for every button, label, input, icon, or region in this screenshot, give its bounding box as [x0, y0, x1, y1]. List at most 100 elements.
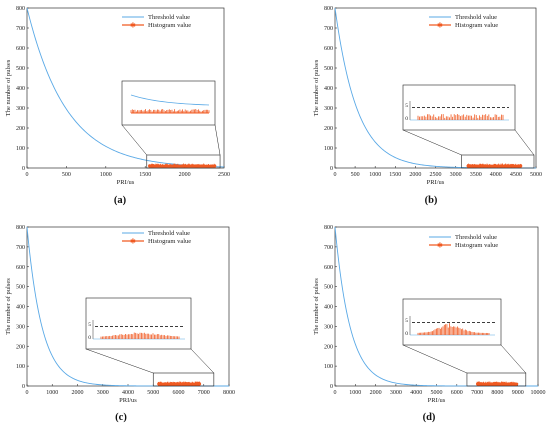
- x-tick-label: 2000: [179, 172, 191, 178]
- y-tick-label: 700: [324, 245, 333, 251]
- y-tick-label: 100: [16, 364, 25, 370]
- x-tick-label: 7000: [198, 390, 210, 396]
- y-tick-label: 0: [22, 384, 25, 390]
- x-tick-label: 6000: [451, 390, 463, 396]
- x-tick-label: 2500: [218, 172, 230, 178]
- legend-marker-histogram: ✱: [130, 238, 136, 246]
- x-tick-label: 5000: [147, 390, 159, 396]
- x-tick-label: 1500: [139, 172, 151, 178]
- y-tick-label: 0: [330, 166, 333, 172]
- y-tick-label: 600: [324, 46, 333, 52]
- histogram-point: [213, 164, 217, 168]
- y-tick-label: 700: [16, 245, 25, 251]
- x-tick-label: 5000: [530, 172, 542, 178]
- chart-panel-1: 0 500 1000 1500 2000 2500 0 100 200 300 400 500 600 7…: [5, 6, 230, 206]
- panel-label: (a): [114, 195, 127, 206]
- inset-y-tick-label: 0: [88, 335, 91, 341]
- y-tick-label: 800: [16, 6, 25, 12]
- panel-label: (d): [423, 412, 436, 423]
- y-tick-label: 400: [16, 86, 25, 92]
- x-tick-label: 1000: [369, 172, 381, 178]
- legend-marker-histogram: ✱: [437, 22, 443, 30]
- x-tick-label: 4500: [510, 172, 522, 178]
- y-tick-label: 200: [16, 344, 25, 350]
- y-tick-label: 400: [324, 86, 333, 92]
- y-tick-label: 300: [16, 106, 25, 112]
- x-tick-label: 500: [62, 172, 71, 178]
- y-tick-label: 700: [16, 26, 25, 32]
- x-tick-label: 9000: [512, 390, 524, 396]
- y-tick-label: 800: [324, 6, 333, 12]
- inset-threshold-curve: [130, 94, 210, 106]
- y-tick-label: 100: [324, 146, 333, 152]
- x-tick-label: 6000: [173, 390, 185, 396]
- x-axis-label: PRI/us: [427, 179, 445, 186]
- y-tick-label: 200: [16, 126, 25, 132]
- y-axis-label: The number of pulses: [5, 278, 12, 335]
- y-tick-label: 300: [324, 324, 333, 330]
- inset-y-tick-label: 0: [405, 331, 408, 337]
- x-axis-label: PRI/us: [117, 179, 135, 186]
- y-tick-label: 700: [324, 26, 333, 32]
- x-tick-label: 7000: [471, 390, 483, 396]
- series-histogram: [157, 381, 202, 386]
- inset-connector: [121, 124, 147, 156]
- y-tick-label: 800: [324, 225, 333, 231]
- x-tick-label: 5000: [431, 390, 443, 396]
- zoom-region: [461, 154, 535, 169]
- legend-label-threshold: Threshold value: [455, 14, 497, 21]
- y-tick-label: 100: [16, 146, 25, 152]
- y-tick-label: 600: [16, 265, 25, 271]
- x-axis-label: PRI/us: [428, 397, 446, 404]
- y-tick-label: 500: [324, 66, 333, 72]
- y-tick-label: 400: [324, 305, 333, 311]
- inset-connector: [514, 129, 535, 156]
- inset-connector: [500, 344, 527, 374]
- y-tick-label: 300: [324, 106, 333, 112]
- y-tick-label: 100: [324, 364, 333, 370]
- legend-label-histogram: Histogram value: [455, 242, 498, 249]
- x-tick-label: 2000: [370, 390, 382, 396]
- y-tick-label: 0: [330, 384, 333, 390]
- y-axis-label: The number of pulses: [313, 59, 320, 116]
- legend-label-histogram: Histogram value: [148, 22, 191, 29]
- y-tick-label: 300: [16, 324, 25, 330]
- y-tick-label: 500: [16, 285, 25, 291]
- x-tick-label: 0: [334, 172, 337, 178]
- legend-marker-histogram: ✱: [130, 22, 136, 30]
- y-axis-label: The number of pulses: [5, 59, 12, 116]
- inset-connector: [190, 348, 215, 374]
- y-tick-label: 200: [324, 126, 333, 132]
- inset-y-tick-label: 5: [405, 103, 408, 109]
- chart-panel-3: 0 1000 2000 3000 4000 5000 6000 7000 80000100200…: [5, 225, 235, 423]
- series-histogram: [147, 163, 217, 168]
- x-tick-label: 3000: [450, 172, 462, 178]
- y-tick-label: 0: [22, 166, 25, 172]
- x-tick-label: 4000: [490, 172, 502, 178]
- inset-y-tick-label: 0: [405, 116, 408, 122]
- inset-frame: [85, 297, 192, 350]
- panel-label: (c): [115, 412, 127, 423]
- x-tick-label: 8000: [491, 390, 503, 396]
- x-tick-label: 1500: [389, 172, 401, 178]
- x-tick-label: 2000: [409, 172, 421, 178]
- x-tick-label: 8000: [223, 390, 235, 396]
- y-tick-label: 600: [324, 265, 333, 271]
- chart-panel-4: 0 1000 2000 3000 4000 5000 6000 7000 8000 9000 100…: [313, 225, 546, 423]
- x-tick-label: 1000: [349, 390, 361, 396]
- x-tick-label: 4000: [410, 390, 422, 396]
- x-tick-label: 3500: [470, 172, 482, 178]
- inset-connector: [402, 344, 468, 374]
- zoom-region: [466, 372, 527, 387]
- legend-marker-histogram: ✱: [437, 242, 443, 250]
- inset-frame: [402, 298, 502, 346]
- x-tick-label: 0: [26, 172, 29, 178]
- y-tick-label: 200: [324, 344, 333, 350]
- x-tick-label: 0: [26, 390, 29, 396]
- series-histogram: [466, 163, 523, 168]
- histogram-point: [198, 382, 202, 386]
- legend-label-histogram: Histogram value: [455, 22, 498, 29]
- x-tick-label: 500: [351, 172, 360, 178]
- x-tick-label: 2500: [430, 172, 442, 178]
